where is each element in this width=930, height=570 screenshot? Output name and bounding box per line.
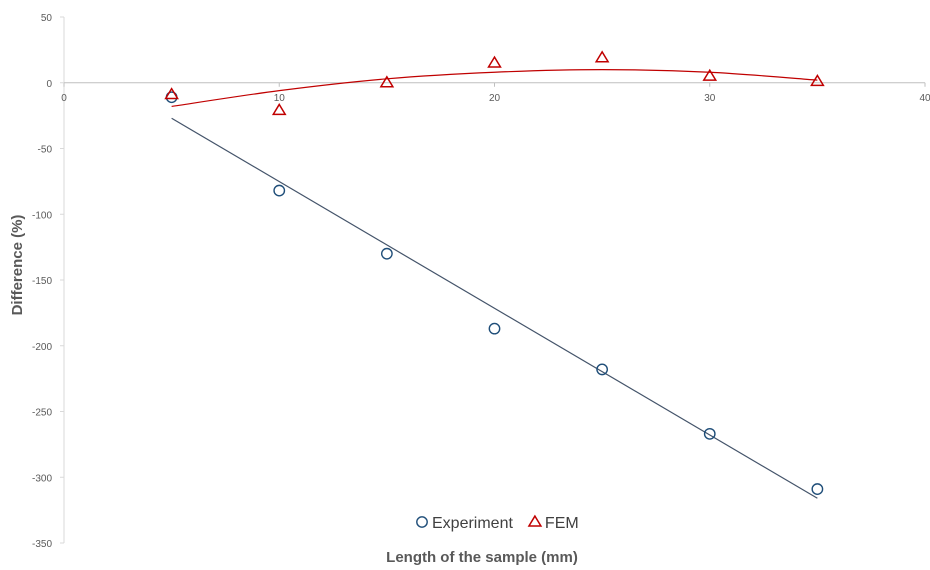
fem-point <box>810 74 825 87</box>
experiment-point <box>488 322 501 335</box>
x-tick-label: 40 <box>919 93 930 104</box>
x-tick-label: 0 <box>61 93 67 104</box>
y-tick-label: -100 <box>32 210 52 221</box>
y-tick-label: -50 <box>38 145 53 156</box>
data-markers <box>164 50 825 495</box>
legend-label-experiment: Experiment <box>432 515 513 532</box>
y-tick-label: 0 <box>46 79 52 90</box>
legend: Experiment FEM <box>416 514 579 532</box>
y-tick-label: -250 <box>32 408 52 419</box>
legend-marker-experiment <box>416 516 428 528</box>
trendline-fem <box>171 68 818 108</box>
y-tick-label: -200 <box>32 342 52 353</box>
y-axis-title: Difference (%) <box>9 215 26 316</box>
axes: 0 10 20 30 40 50 0 -50 -100 -150 -200 -250 -300 -350 <box>32 13 930 550</box>
fem-point <box>487 55 502 68</box>
fem-point <box>702 68 718 81</box>
fem-point <box>594 50 610 63</box>
x-tick-label: 10 <box>274 93 286 104</box>
experiment-point <box>703 427 716 440</box>
trendlines <box>171 68 818 499</box>
y-tick-label: -350 <box>32 539 52 550</box>
experiment-point <box>273 184 286 197</box>
fem-point <box>271 102 287 116</box>
x-tick-label: 30 <box>704 93 716 104</box>
x-axis-title: Length of the sample (mm) <box>386 549 578 566</box>
experiment-point <box>811 483 824 495</box>
legend-label-fem: FEM <box>545 515 579 532</box>
x-tick-label: 20 <box>489 93 501 104</box>
y-tick-label: 50 <box>41 13 53 24</box>
fem-point <box>164 87 179 100</box>
y-tick-label: -300 <box>32 473 52 484</box>
y-tick-label: -150 <box>32 276 52 287</box>
legend-marker-fem <box>527 514 543 527</box>
trendline-experiment <box>171 117 818 499</box>
fem-point <box>379 75 395 88</box>
experiment-point <box>380 247 393 260</box>
experiment-point <box>596 363 609 376</box>
